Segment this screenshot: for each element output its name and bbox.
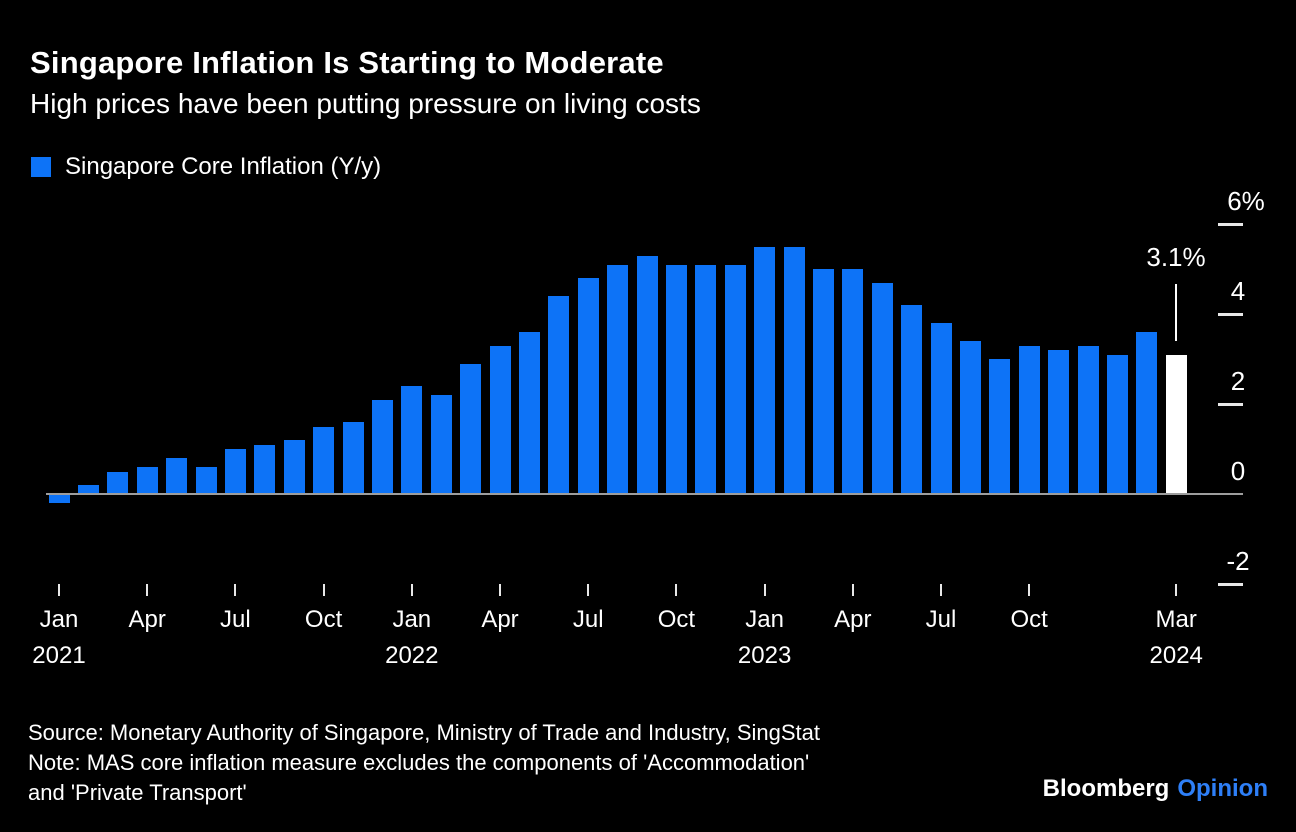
legend-label: Singapore Core Inflation (Y/y): [65, 153, 382, 180]
note-text-line2: and 'Private Transport': [28, 780, 247, 805]
source-text: Source: Monetary Authority of Singapore,…: [28, 720, 820, 745]
y-tick-label: 2: [1230, 366, 1246, 396]
page-title: Singapore Inflation Is Starting to Moder…: [30, 45, 664, 80]
bar: [1077, 345, 1099, 494]
bar: [783, 246, 805, 494]
bar: [166, 458, 188, 494]
bar: [959, 341, 981, 494]
bar: [48, 494, 70, 503]
x-tick-label: Jul: [572, 606, 604, 633]
annotation-value: 3.1%: [1146, 242, 1206, 272]
x-tick: [675, 584, 678, 596]
bar: [901, 305, 923, 494]
x-tick: [940, 584, 942, 596]
x-tick-label: Mar: [1155, 606, 1197, 633]
x-tick-label: Apr: [128, 606, 166, 633]
x-tick: [763, 584, 766, 596]
x-tick-label: Jan: [745, 606, 784, 633]
bar: [489, 345, 511, 494]
x-tick: [499, 584, 501, 596]
x-tick: [1028, 584, 1031, 596]
x-tick-label: Apr: [834, 606, 872, 633]
bar: [136, 467, 158, 494]
bar: [224, 449, 246, 494]
x-tick-label: Oct: [304, 606, 343, 633]
bloomberg-opinion-logo: Bloomberg Opinion: [1043, 775, 1268, 803]
legend-swatch-icon: [31, 157, 51, 177]
bar: [518, 332, 540, 494]
bar: [401, 386, 423, 494]
page-subtitle: High prices have been putting pressure o…: [30, 88, 701, 119]
bar: [636, 255, 658, 494]
bar: [460, 363, 482, 494]
x-tick: [322, 584, 325, 596]
bar: [812, 269, 834, 494]
footer-notes: Source: Monetary Authority of Singapore,…: [28, 718, 820, 808]
annotation-pointer-line: [1175, 284, 1177, 341]
bar: [754, 246, 776, 494]
bar: [989, 359, 1011, 494]
legend: Singapore Core Inflation (Y/y): [31, 153, 381, 181]
x-tick-label: Apr: [481, 606, 519, 633]
x-tick: [146, 584, 149, 596]
x-tick-label: Oct: [1010, 606, 1048, 633]
bar: [607, 264, 629, 494]
bar: [842, 269, 864, 494]
bar: [371, 399, 393, 494]
y-tick-label: 6%: [1227, 186, 1265, 216]
y-tick: [1218, 403, 1243, 406]
y-tick-label: 0: [1230, 456, 1246, 486]
x-tick-year-label: 2021: [32, 642, 86, 669]
bar: [1106, 354, 1128, 494]
bar: [695, 264, 717, 494]
x-tick: [851, 584, 854, 596]
bar: [1018, 345, 1040, 494]
note-text-line1: Note: MAS core inflation measure exclude…: [28, 750, 810, 775]
bar: [871, 282, 893, 494]
logo-brand: Bloomberg: [1042, 775, 1170, 802]
x-tick-year-label: 2022: [385, 642, 439, 669]
x-tick: [587, 584, 590, 596]
bar: [254, 444, 276, 494]
y-tick: [1218, 313, 1243, 316]
y-tick-label: -2: [1226, 546, 1250, 576]
y-tick-label: 4: [1230, 276, 1246, 306]
bar: [930, 323, 952, 494]
bar: [313, 426, 335, 494]
highlight-bar: [1165, 354, 1187, 494]
x-tick-year-label: 2023: [737, 642, 792, 669]
x-tick-label: Jul: [925, 606, 957, 633]
bar: [430, 395, 452, 494]
x-tick-label: Oct: [657, 606, 696, 633]
bar: [577, 278, 599, 494]
x-tick-label: Jan: [39, 606, 79, 633]
bar: [665, 264, 687, 494]
x-tick: [410, 584, 413, 596]
bar: [1136, 332, 1158, 494]
x-tick: [234, 584, 237, 596]
x-tick-label: Jul: [220, 606, 251, 633]
bar: [1048, 350, 1070, 494]
bar: [724, 264, 746, 494]
logo-suffix: Opinion: [1177, 775, 1268, 802]
x-tick: [1175, 584, 1178, 596]
y-tick: [1218, 583, 1243, 586]
bar: [283, 440, 305, 494]
y-tick: [1218, 223, 1243, 226]
bar: [342, 422, 364, 494]
bar: [548, 296, 570, 494]
bar: [107, 471, 129, 494]
bar: [195, 467, 217, 494]
x-tick-label: Jan: [392, 606, 432, 633]
x-tick: [58, 584, 60, 596]
x-axis-line: [46, 493, 1243, 495]
bar: [77, 485, 99, 494]
x-tick-year-label: 2024: [1149, 642, 1203, 669]
